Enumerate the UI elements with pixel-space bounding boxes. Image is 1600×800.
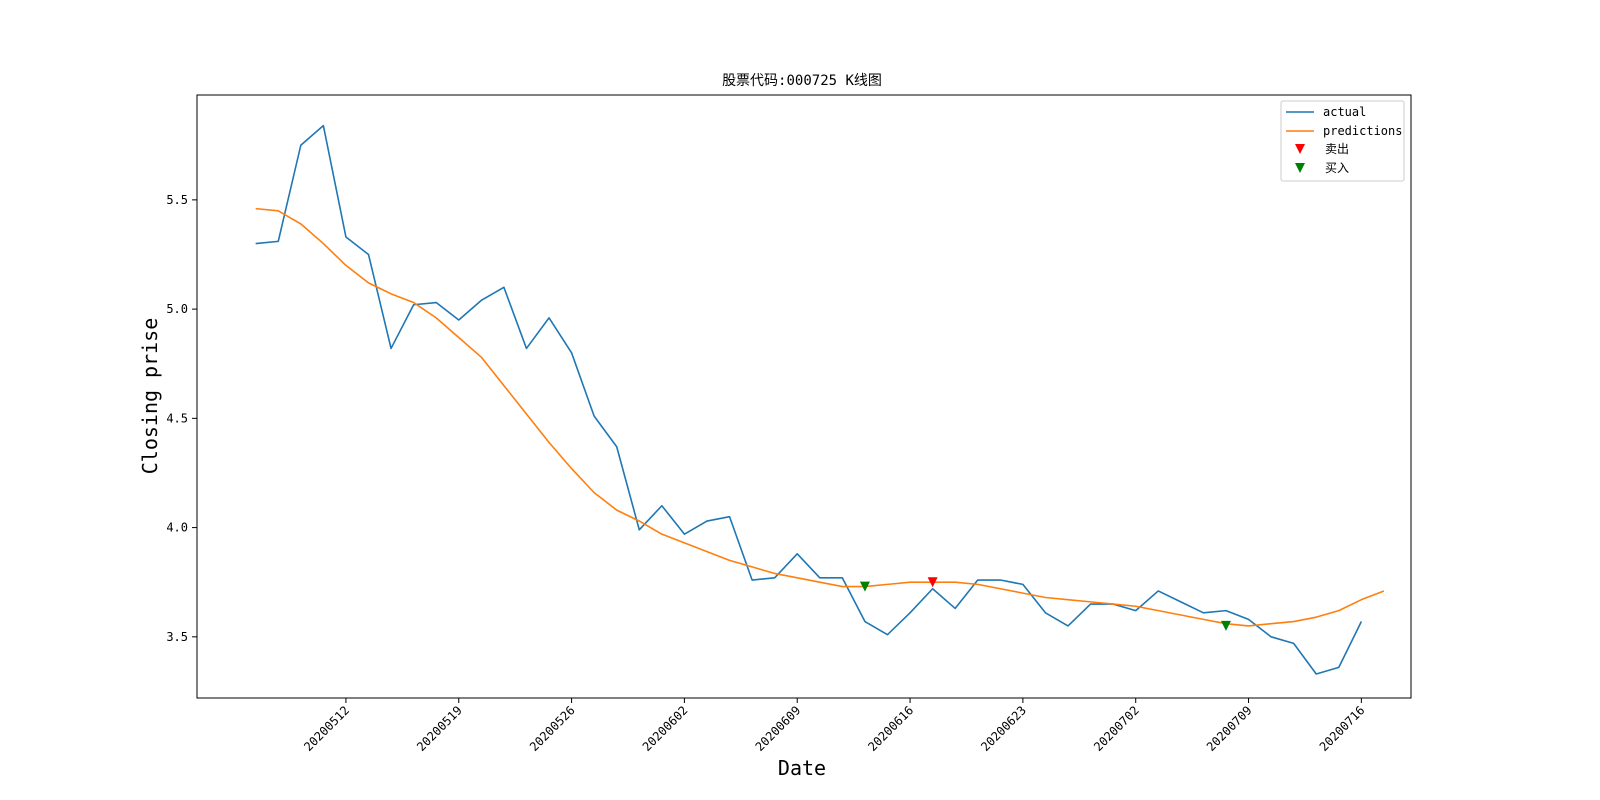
series-actual-line [255, 124, 1363, 675]
y-tick-label: 5.0 [166, 302, 188, 316]
legend-label-sell: 卖出 [1325, 142, 1349, 156]
x-axis-label: Date [778, 756, 826, 780]
buy-marker [859, 581, 870, 592]
plot-area [255, 124, 1385, 675]
y-tick-label: 4.0 [166, 521, 188, 535]
y-tick-label: 4.5 [166, 411, 188, 425]
legend-buy-marker [1295, 163, 1305, 173]
legend-label-actual: actual [1323, 105, 1366, 119]
y-tick-label: 3.5 [166, 630, 188, 644]
y-axis: 3.5 4.0 4.5 5.0 5.5 [166, 193, 197, 644]
sell-marker [927, 577, 938, 588]
series-predictions-line [255, 207, 1385, 627]
legend-label-predictions: predictions [1323, 124, 1402, 138]
buy-marker [1220, 620, 1231, 631]
legend-label-buy: 买入 [1325, 161, 1349, 175]
legend-box [1280, 100, 1405, 182]
chart-title: 股票代码:000725 K线图 [722, 73, 882, 89]
y-tick-label: 5.5 [166, 193, 188, 207]
legend-sell-marker [1295, 144, 1305, 154]
y-axis-label: Closing prise [138, 318, 162, 475]
axes-frame [196, 94, 1412, 699]
